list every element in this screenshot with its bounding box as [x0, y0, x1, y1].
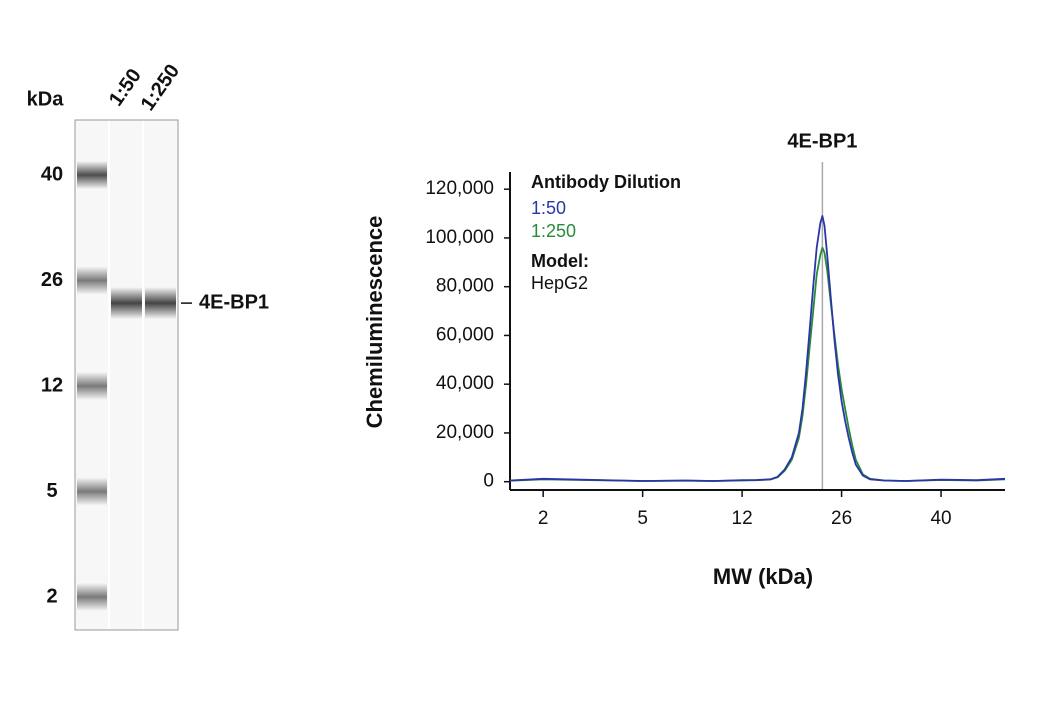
- y-tick-label: 60,000: [436, 324, 494, 345]
- gel-tick-label: 5: [46, 480, 57, 502]
- y-tick-label: 120,000: [425, 178, 494, 199]
- model-label: Model:: [531, 251, 589, 271]
- gel-y-label: kDa: [27, 88, 65, 110]
- x-axis-label: MW (kDa): [713, 564, 813, 589]
- series-line: [509, 215, 1006, 482]
- gel-tick-label: 26: [41, 269, 63, 291]
- y-axis-label: Chemiluminescence: [362, 216, 387, 429]
- x-tick-label: 12: [732, 508, 753, 529]
- legend-entry: 1:50: [531, 198, 566, 218]
- ladder-band: [77, 372, 107, 400]
- protein-band: [111, 287, 142, 320]
- ladder-band: [77, 583, 107, 611]
- y-tick-label: 0: [483, 471, 494, 492]
- gel-tick-label: 2: [46, 585, 57, 607]
- ladder-band: [77, 477, 107, 506]
- band-label: 4E-BP1: [199, 291, 269, 313]
- x-tick-label: 40: [930, 508, 951, 529]
- legend-entry: 1:250: [531, 221, 576, 241]
- x-tick-label: 26: [831, 508, 852, 529]
- y-tick-label: 80,000: [436, 276, 494, 297]
- chart-title: 4E-BP1: [787, 130, 857, 152]
- gel-tick-label: 40: [41, 163, 63, 185]
- legend-title: Antibody Dilution: [531, 172, 681, 192]
- ladder-band: [77, 266, 107, 295]
- y-tick-label: 20,000: [436, 422, 494, 443]
- x-tick-label: 5: [637, 508, 648, 529]
- y-tick-label: 100,000: [425, 227, 494, 248]
- gel-tick-label: 12: [41, 374, 63, 396]
- protein-band: [145, 287, 176, 320]
- ladder-band: [77, 161, 107, 189]
- model: HepG2: [531, 273, 588, 293]
- x-tick-label: 2: [538, 508, 549, 529]
- lane-label: 1:250: [137, 60, 184, 115]
- y-tick-label: 40,000: [436, 373, 494, 394]
